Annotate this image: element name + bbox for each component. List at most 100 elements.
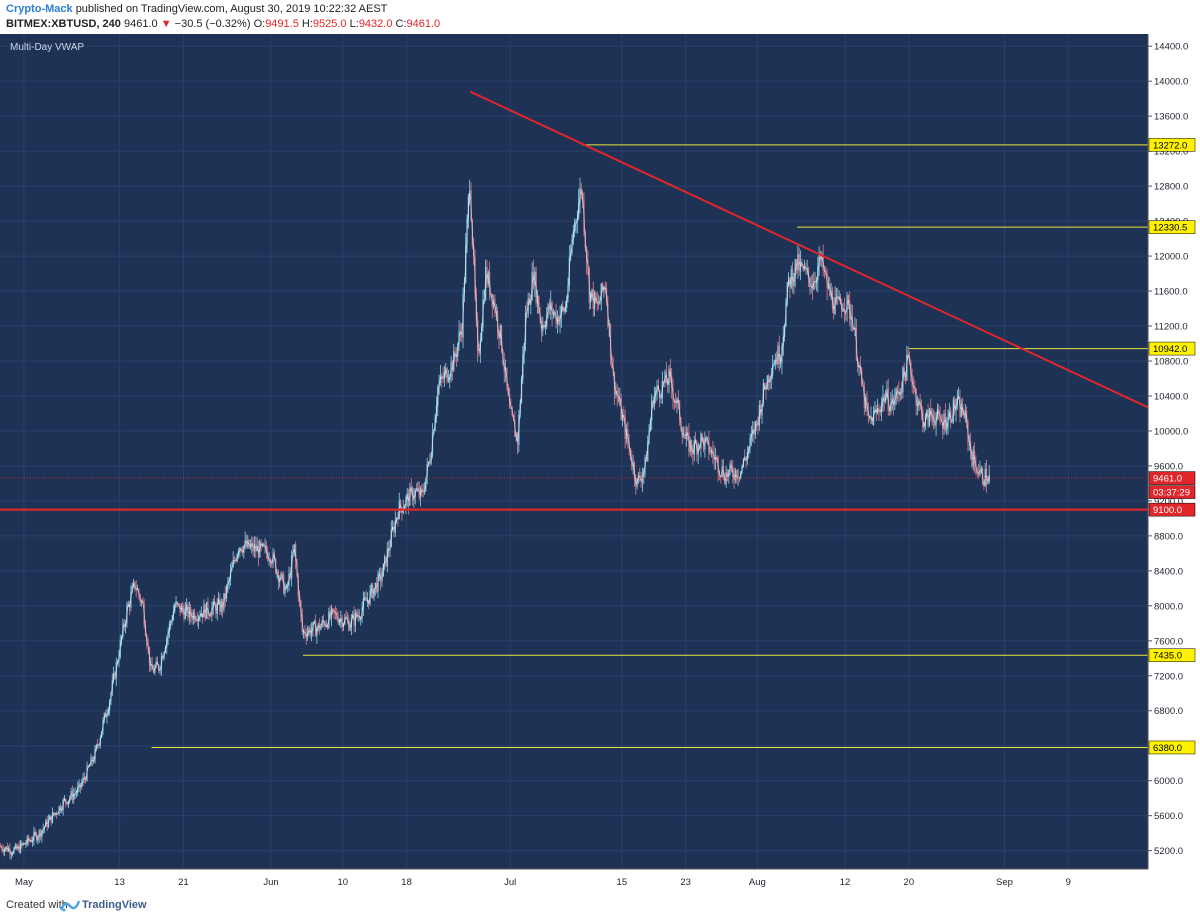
candle-body [180,605,182,613]
candle-body [987,482,989,484]
candle-body [559,316,561,325]
candle-body [152,669,155,673]
candle-body [396,517,398,520]
price-tick-label: 8800.0 [1154,531,1183,542]
candle-body [5,846,7,849]
candle-body [846,295,848,311]
level-badge-bg [1148,138,1196,152]
candle-body [575,220,577,222]
author-link[interactable]: Crypto-Mack [6,3,73,15]
candle-body [979,470,981,476]
time-tick-label: May [15,877,33,888]
candle-body [829,283,831,296]
candle-body [89,765,91,767]
tradingview-brand[interactable]: TradingView [82,899,147,911]
candle-body [890,403,892,412]
countdown-badge-bg [1148,485,1196,499]
candle-body [900,391,903,393]
price-tick-label: 5200.0 [1154,846,1183,857]
price-tick-label: 6000.0 [1154,776,1183,787]
candle-body [709,452,711,454]
high-value: 9525.0 [312,18,347,30]
price-tick-label: 5600.0 [1154,811,1183,822]
candlestick-chart[interactable]: 5200.05600.06000.06400.06800.07200.07600… [0,34,1200,895]
candle-body [883,395,885,403]
candle-body [491,293,493,307]
candle-body [295,544,297,562]
candle-body [61,810,63,812]
candle-body [837,297,839,299]
candle-body [616,390,618,397]
candle-body [878,408,880,412]
candle-body [337,618,339,624]
candle-body [374,582,376,589]
drawings [0,90,1149,748]
candle-body [960,403,962,417]
candle-body [417,489,419,491]
candle-body [834,297,836,315]
down-triangle-icon: ▼ [160,18,172,30]
candle-body [684,436,686,440]
candle-body [239,547,241,551]
candle-body [912,386,915,388]
level-badge-bg [1148,220,1196,234]
candle-body [596,302,598,304]
candle-body [534,271,536,286]
candle-body [55,812,58,815]
candle-body [221,601,224,611]
candle-body [349,627,351,631]
candle-body [675,400,677,404]
candle-body [184,608,186,619]
candle-body [30,840,32,842]
price-tick-label: 8000.0 [1154,601,1183,612]
support-badge-bg [1148,502,1196,517]
time-tick-label: 21 [178,877,189,888]
candle-body [724,478,726,484]
chart-header: Crypto-Mack published on TradingView.com… [0,0,1200,34]
time-tick-label: Jun [263,877,278,888]
level-badge-bg [1148,648,1196,662]
candle-body [317,623,319,629]
close-label: C: [395,18,407,30]
low-label: L: [349,18,359,30]
price-tick-label: 10400.0 [1154,391,1188,402]
candle-body [21,842,23,845]
publish-line: Crypto-Mack published on TradingView.com… [6,3,387,15]
plot-background[interactable] [0,34,1148,895]
candle-body [320,625,322,631]
candle-body [415,490,418,492]
open-label: O: [253,18,266,30]
candle-body [599,300,601,305]
candle-body [918,400,920,405]
candle-body [951,421,953,423]
candle-body [736,470,738,479]
candle-body [38,830,40,838]
candle-body [232,559,234,567]
candle-body [593,292,596,310]
candle-body [946,426,948,430]
close-value: 9461.0 [406,18,441,30]
candle-body [429,461,431,464]
candle-body [814,281,816,283]
time-axis-background[interactable] [0,869,1148,895]
price-tick-label: 14400.0 [1154,42,1188,53]
candle-body [560,306,562,317]
time-tick-label: Aug [749,877,766,888]
candle-body [690,440,693,451]
footer: Created with TradingView [0,895,1200,918]
indicator-label[interactable]: Multi-Day VWAP [10,42,84,53]
high-label: H: [301,18,313,30]
candle-body [57,813,59,815]
trendline [469,90,1149,409]
candle-body [656,385,658,392]
candle-body [940,421,942,423]
candle-body [281,573,283,575]
candle-body [603,286,605,291]
price-tick-label: 14000.0 [1154,77,1188,88]
candle-body [794,259,796,278]
price-badges: 13272.012330.510942.07435.06380.09100.09… [1148,138,1196,755]
candle-body [976,473,978,475]
price-tick-label: 12000.0 [1154,252,1188,263]
candle-body [898,391,900,396]
candles [0,177,990,860]
